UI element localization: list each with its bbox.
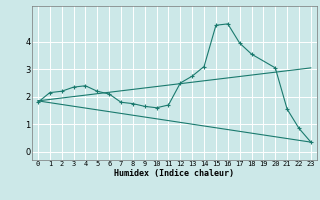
X-axis label: Humidex (Indice chaleur): Humidex (Indice chaleur) [115, 169, 234, 178]
